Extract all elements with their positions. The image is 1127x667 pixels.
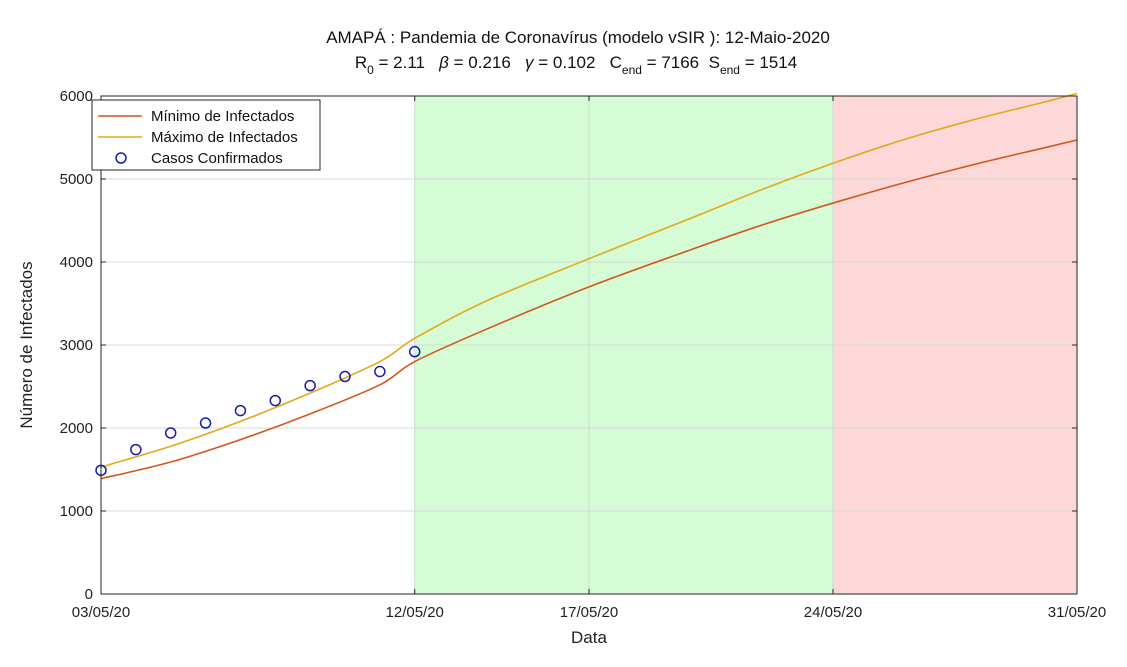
- data-point-casos-confirmados: [339, 370, 351, 383]
- y-tick-label: 5000: [60, 171, 93, 188]
- cend-sub: end: [622, 63, 642, 77]
- legend-box: [91, 99, 321, 171]
- data-point-casos-confirmados: [199, 417, 212, 429]
- data-point-casos-confirmados: [269, 394, 282, 407]
- x-tick-label: 12/05/20: [386, 604, 444, 621]
- r0-sub: 0: [367, 63, 374, 77]
- legend: Mínimo de Infectados Máximo de Infectado…: [91, 99, 321, 171]
- grid-lines: [101, 96, 1077, 594]
- y-tick-label: 0: [85, 586, 93, 603]
- beta-value: = 0.216: [454, 53, 511, 72]
- legend-swatch-casos: [115, 152, 127, 164]
- gamma-value: = 0.102: [538, 53, 595, 72]
- cend-value: = 7166: [647, 53, 699, 72]
- chart-subtitle: R0 = 2.11 β = 0.216 γ = 0.102 Cend = 716…: [355, 53, 797, 77]
- series-line-minimo-de-infectados: [100, 139, 1078, 480]
- beta-label: β: [438, 53, 449, 72]
- y-tick-label: 4000: [60, 254, 93, 271]
- y-tick-label: 3000: [60, 337, 93, 354]
- x-tick-label: 03/05/20: [72, 604, 130, 621]
- send-value: = 1514: [745, 53, 797, 72]
- x-axis: 03/05/20 12/05/20 17/05/20 24/05/20 31/05/20: [72, 96, 1106, 621]
- r0-value: = 2.11: [379, 53, 425, 72]
- data-point-casos-confirmados: [304, 379, 316, 392]
- legend-label-maximo: Máximo de Infectados: [151, 129, 298, 146]
- x-tick-label: 24/05/20: [804, 604, 862, 621]
- gamma-label: γ: [525, 53, 535, 72]
- y-tick-label: 6000: [60, 88, 93, 105]
- r0-label: R: [355, 53, 367, 72]
- chart-title: AMAPÁ : Pandemia de Coronavírus (modelo …: [326, 28, 830, 47]
- x-axis-label: Data: [571, 628, 607, 647]
- data-point-casos-confirmados: [408, 345, 421, 358]
- data-point-casos-confirmados: [234, 404, 247, 417]
- legend-label-casos: Casos Confirmados: [151, 150, 283, 167]
- plot-area: [95, 92, 1078, 595]
- y-axis: 0 1000 2000 3000 4000 5000 6000: [60, 88, 1077, 603]
- x-tick-label: 31/05/20: [1048, 604, 1106, 621]
- series-lines: [100, 92, 1078, 480]
- y-tick-label: 1000: [60, 503, 93, 520]
- y-tick-label: 2000: [60, 420, 93, 437]
- series-line-maximo-de-infectados: [100, 92, 1078, 468]
- legend-label-minimo: Mínimo de Infectados: [151, 108, 294, 125]
- x-tick-label: 17/05/20: [560, 604, 618, 621]
- data-point-casos-confirmados: [374, 365, 386, 378]
- y-axis-label: Número de Infectados: [17, 261, 36, 428]
- data-point-casos-confirmados: [164, 427, 177, 439]
- send-label: S: [709, 53, 720, 72]
- data-point-casos-confirmados: [130, 443, 142, 456]
- send-sub: end: [720, 63, 740, 77]
- cend-label: C: [610, 53, 622, 72]
